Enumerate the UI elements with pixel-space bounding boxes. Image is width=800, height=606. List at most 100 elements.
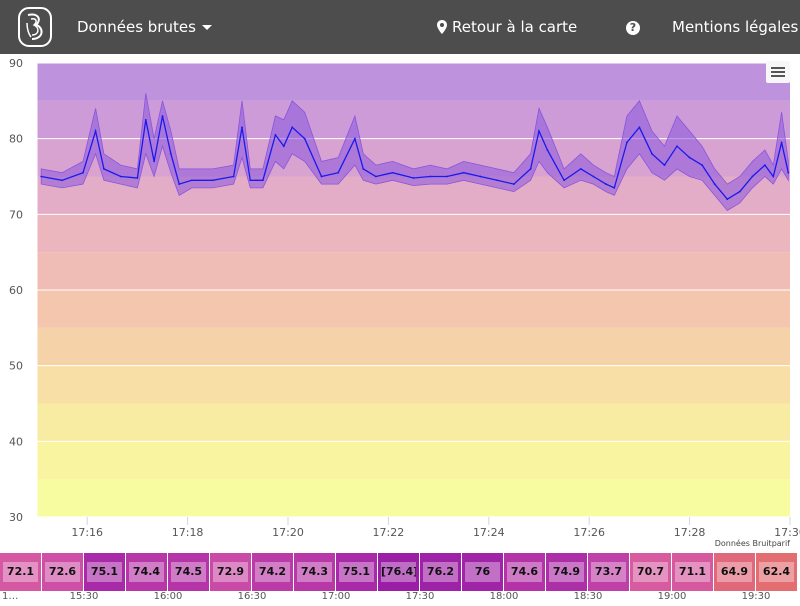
series-point — [772, 175, 775, 178]
series-point — [546, 149, 549, 151]
hourly-cell-value: 74.2 — [255, 562, 290, 582]
chart-menu-button[interactable] — [766, 61, 790, 83]
legal-notices-link[interactable]: Mentions légales — [672, 18, 799, 36]
hourly-cell-value: 73.7 — [591, 562, 626, 582]
series-point — [119, 175, 122, 178]
hourly-cell[interactable]: 72.6 — [42, 553, 84, 591]
hourly-cell[interactable]: 74.4 — [126, 553, 168, 591]
series-point — [40, 175, 43, 178]
series-point — [538, 130, 540, 133]
strip-tick-label: 19:00 — [657, 591, 687, 602]
x-tick-label: 17:18 — [172, 526, 204, 539]
y-tick-label: 70 — [9, 208, 23, 221]
series-point — [751, 175, 754, 178]
back-to-map-link[interactable]: Retour à la carte — [437, 0, 577, 54]
background-band — [37, 441, 790, 480]
hourly-cell[interactable]: 74.2 — [252, 553, 294, 591]
y-tick-label: 90 — [9, 57, 23, 70]
series-point — [412, 177, 415, 179]
y-tick-label: 50 — [9, 360, 23, 373]
series-point — [738, 190, 741, 193]
series-point — [726, 198, 729, 201]
hourly-cell-value: 75.1 — [87, 562, 122, 582]
background-band — [37, 252, 790, 290]
series-point — [429, 175, 432, 178]
series-point — [563, 179, 565, 182]
hourly-cell[interactable]: 74.6 — [504, 553, 546, 591]
hourly-cell[interactable]: [76.4] — [378, 553, 420, 591]
strip-tick-label: 18:00 — [489, 591, 519, 602]
hourly-cell-value: 72.6 — [45, 562, 80, 582]
series-point — [462, 171, 465, 174]
series-point — [61, 179, 63, 182]
hourly-cell[interactable]: 75.1 — [84, 553, 126, 591]
series-point — [274, 133, 277, 136]
y-tick-label: 80 — [9, 133, 23, 146]
series-point — [663, 164, 666, 167]
hourly-cell-value: 76.2 — [423, 562, 458, 582]
series-point — [190, 179, 193, 182]
raw-data-label: Données brutes — [77, 18, 196, 36]
hamburger-icon — [771, 67, 785, 69]
caret-down-icon — [201, 25, 212, 30]
y-tick-label: 40 — [9, 435, 23, 448]
hourly-cell[interactable]: 70.7 — [630, 553, 672, 591]
series-point — [579, 168, 582, 170]
series-point — [688, 156, 691, 159]
series-point — [178, 183, 181, 185]
hourly-cell[interactable]: 72.1 — [0, 553, 42, 591]
hourly-cell[interactable]: 74.5 — [168, 553, 210, 591]
series-point — [764, 164, 766, 167]
series-point — [241, 126, 243, 129]
series-point — [613, 186, 616, 189]
strip-tick-label: 17:30 — [405, 591, 435, 602]
series-point — [638, 126, 641, 129]
question-circle-icon: ? — [626, 20, 640, 35]
hourly-strip-axis: 1… 15:30 16:00 16:30 17:00 17:30 18:00 18:30 19… — [0, 591, 800, 606]
hourly-cell-value: 72.9 — [213, 562, 248, 582]
hourly-cell-value: 74.9 — [549, 562, 584, 582]
series-line — [41, 115, 789, 201]
background-band — [37, 290, 790, 328]
back-to-map-label: Retour à la carte — [452, 18, 578, 36]
hourly-cell[interactable]: 64.9 — [714, 553, 756, 591]
hourly-cell[interactable]: 71.1 — [672, 553, 714, 591]
hourly-cell[interactable]: 74.3 — [294, 553, 336, 591]
strip-tick-label: 15:30 — [69, 591, 99, 602]
strip-tick-label: 16:00 — [153, 591, 183, 602]
series-point — [479, 175, 482, 178]
hourly-cell[interactable]: 76.2 — [420, 553, 462, 591]
series-point — [605, 183, 607, 185]
hourly-cell-value: 75.1 — [339, 562, 374, 582]
series-point — [592, 175, 595, 178]
series-point — [701, 164, 704, 167]
series-point — [362, 168, 365, 170]
series-point — [780, 141, 783, 144]
strip-tick-label: 17:00 — [321, 591, 351, 602]
hourly-cell-value: 74.3 — [297, 562, 332, 582]
series-point — [354, 137, 356, 140]
help-button[interactable]: ? — [626, 0, 640, 54]
top-navbar: Données brutes Retour à la carte ? Menti… — [0, 0, 800, 54]
hourly-cell[interactable]: 72.9 — [210, 553, 252, 591]
series-point — [303, 137, 306, 140]
bruitparif-logo-icon[interactable] — [18, 7, 52, 47]
hourly-cell[interactable]: 62.4 — [756, 553, 798, 591]
background-band — [37, 365, 790, 404]
series-point — [391, 171, 394, 174]
raw-data-dropdown[interactable]: Données brutes — [77, 0, 212, 54]
hourly-cell-value: 74.4 — [129, 562, 164, 582]
hourly-cell[interactable]: 73.7 — [588, 553, 630, 591]
hourly-cell-value: 76 — [465, 562, 500, 582]
series-point — [211, 179, 214, 182]
series-point — [169, 152, 172, 155]
hourly-cell[interactable]: 75.1 — [336, 553, 378, 591]
hourly-cell-value: 74.6 — [507, 562, 542, 582]
strip-first-label: 1… — [2, 591, 19, 602]
x-tick-label: 17:26 — [573, 526, 605, 539]
hourly-cell[interactable]: 76 — [462, 553, 504, 591]
series-point — [320, 175, 323, 178]
hourly-cell[interactable]: 74.9 — [546, 553, 588, 591]
background-band — [37, 479, 790, 517]
series-point — [374, 175, 377, 178]
